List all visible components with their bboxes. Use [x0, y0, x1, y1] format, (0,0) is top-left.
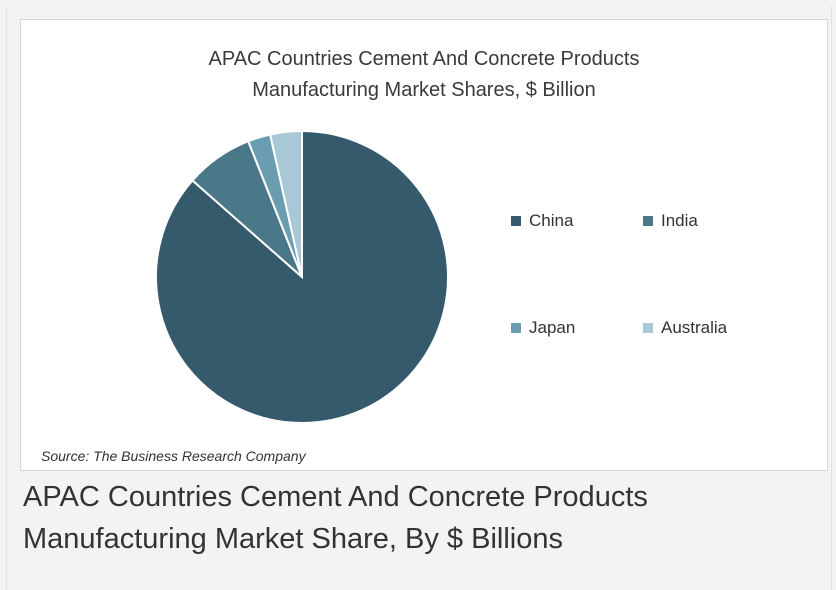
legend-label-china: China — [529, 211, 574, 230]
pie-slice-australia — [268, 129, 303, 278]
legend-label-japan: Japan — [529, 318, 576, 337]
legend-item-australia: Australia — [643, 318, 727, 338]
legend-swatch-japan — [511, 323, 521, 333]
chart-title: APAC Countries Cement And Concrete Produ… — [21, 44, 827, 106]
legend-item-india: India — [643, 211, 698, 231]
chart-card: APAC Countries Cement And Concrete Produ… — [20, 19, 828, 471]
legend-swatch-australia — [643, 323, 653, 333]
caption-line-2: Manufacturing Market Share, By $ Billion… — [23, 523, 563, 555]
legend-item-japan: Japan — [511, 318, 575, 338]
legend-swatch-india — [643, 216, 653, 226]
figure-caption: APAC Countries Cement And Concrete Produ… — [23, 476, 823, 560]
chart-title-line-1: APAC Countries Cement And Concrete Produ… — [208, 48, 640, 70]
figure-container: APAC Countries Cement And Concrete Produ… — [6, 6, 832, 590]
legend-label-india: India — [661, 211, 698, 230]
legend-swatch-china — [511, 216, 521, 226]
source-note: Source: The Business Research Company — [41, 448, 306, 464]
caption-line-1: APAC Countries Cement And Concrete Produ… — [23, 481, 648, 513]
pie-chart — [155, 129, 449, 424]
legend-item-china: China — [511, 211, 573, 231]
legend-label-australia: Australia — [661, 318, 728, 337]
chart-title-line-2: Manufacturing Market Shares, $ Billion — [252, 79, 596, 101]
